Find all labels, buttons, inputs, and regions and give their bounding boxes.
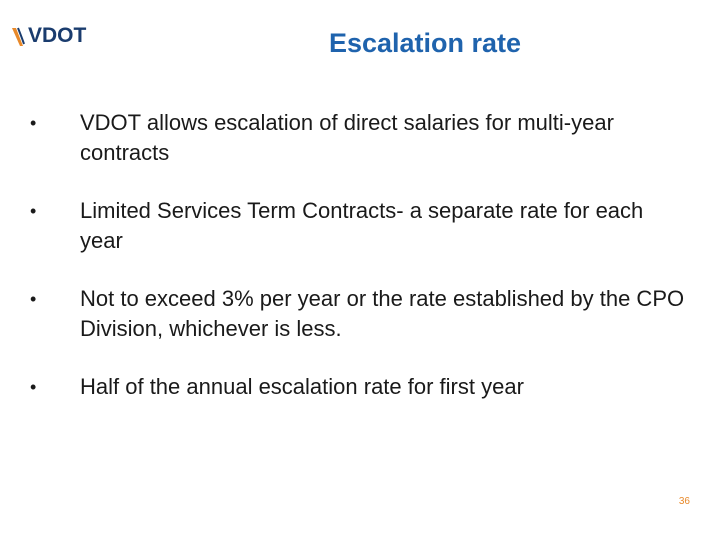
bullet-item: Not to exceed 3% per year or the rate es…: [30, 284, 690, 344]
bullet-item: VDOT allows escalation of direct salarie…: [30, 108, 690, 168]
logo: VDOT: [12, 24, 87, 47]
bullet-item: Half of the annual escalation rate for f…: [30, 372, 690, 402]
slide-title: Escalation rate: [328, 28, 522, 58]
bullet-item: Limited Services Term Contracts- a separ…: [30, 196, 690, 256]
bullet-list: VDOT allows escalation of direct salarie…: [30, 108, 690, 430]
logo-text: VDOT: [28, 24, 87, 47]
page-number: 36: [678, 496, 690, 507]
